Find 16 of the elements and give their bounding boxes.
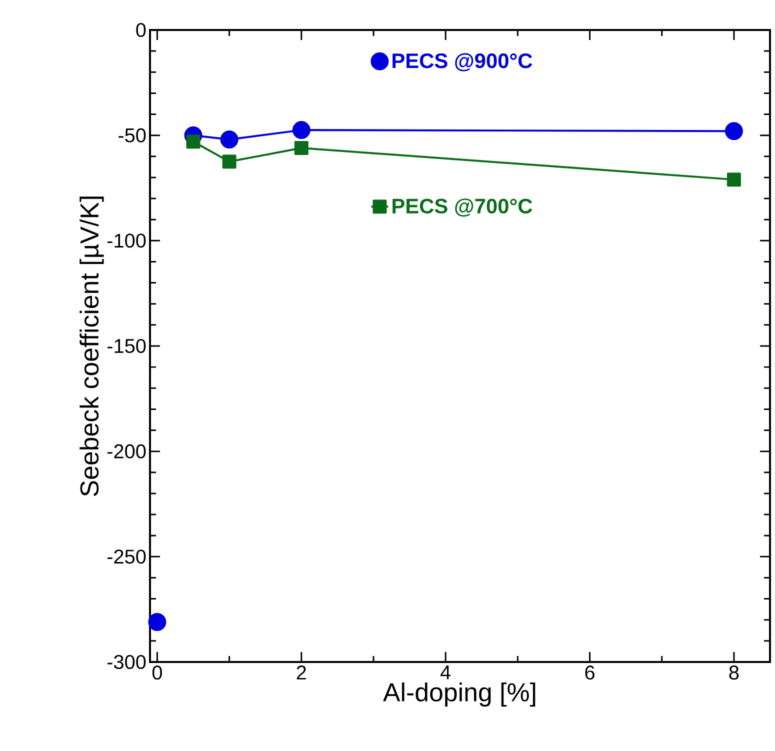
legend-label: PECS @900°C xyxy=(392,53,532,72)
legend-label: PECS @700°C xyxy=(392,198,532,217)
x-tick-label: 8 xyxy=(729,666,739,680)
y-tick-label: -100 xyxy=(107,234,146,248)
y-axis-title: Seebeck coefficient [µV/K] xyxy=(80,196,104,496)
x-tick-label: 6 xyxy=(585,666,594,680)
y-tick-label: -300 xyxy=(107,654,146,670)
y-tick-label: 0 xyxy=(136,22,146,38)
y-tick-label: -150 xyxy=(107,338,146,354)
x-tick-label: 4 xyxy=(440,666,451,680)
x-tick-label: 0 xyxy=(152,666,162,680)
y-tick-label: -250 xyxy=(107,550,146,564)
x-axis-title: Al-doping [%] xyxy=(383,682,536,707)
y-tick-label: -50 xyxy=(118,128,146,142)
x-tick-label: 2 xyxy=(296,666,306,680)
y-tick-label: -200 xyxy=(107,444,146,458)
